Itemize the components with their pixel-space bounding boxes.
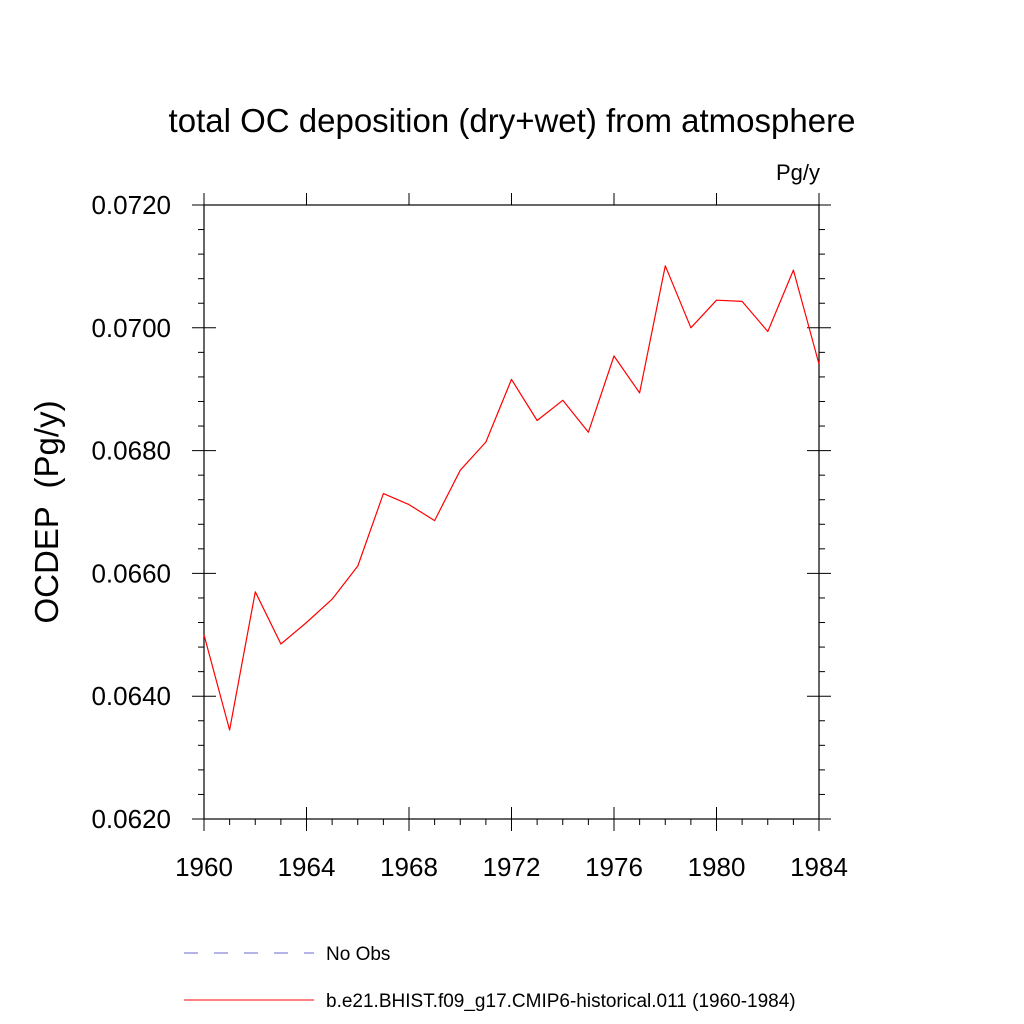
axis-ticks — [192, 193, 831, 831]
plot-frame — [203, 204, 820, 820]
legend-label: b.e21.BHIST.f09_g17.CMIP6-historical.011… — [326, 991, 796, 1012]
series-group — [203, 265, 820, 731]
units-label: Pg/y — [776, 160, 820, 185]
chart-title: total OC deposition (dry+wet) from atmos… — [169, 102, 856, 139]
axis-tick-labels: 1960 1964 1968 1972 1976 1980 1984 0.0620 0.0640… — [91, 190, 847, 882]
x-tick-label: 1980 — [688, 852, 746, 882]
series-line — [203, 265, 820, 731]
x-tick-label: 1964 — [278, 852, 336, 882]
y-axis-label: OCDEP (Pg/y) — [28, 400, 65, 623]
y-tick-label: 0.0660 — [91, 558, 171, 588]
x-tick-label: 1984 — [790, 852, 848, 882]
y-tick-label: 0.0680 — [91, 436, 171, 466]
x-tick-label: 1972 — [483, 852, 541, 882]
y-tick-label: 0.0720 — [91, 190, 171, 220]
x-tick-label: 1960 — [175, 852, 233, 882]
y-tick-label: 0.0700 — [91, 313, 171, 343]
y-tick-label: 0.0620 — [91, 804, 171, 834]
legend-label: No Obs — [326, 944, 390, 965]
x-tick-label: 1968 — [380, 852, 438, 882]
legend: No Obs b.e21.BHIST.f09_g17.CMIP6-historic… — [184, 944, 796, 1012]
x-tick-label: 1976 — [585, 852, 643, 882]
y-tick-label: 0.0640 — [91, 681, 171, 711]
